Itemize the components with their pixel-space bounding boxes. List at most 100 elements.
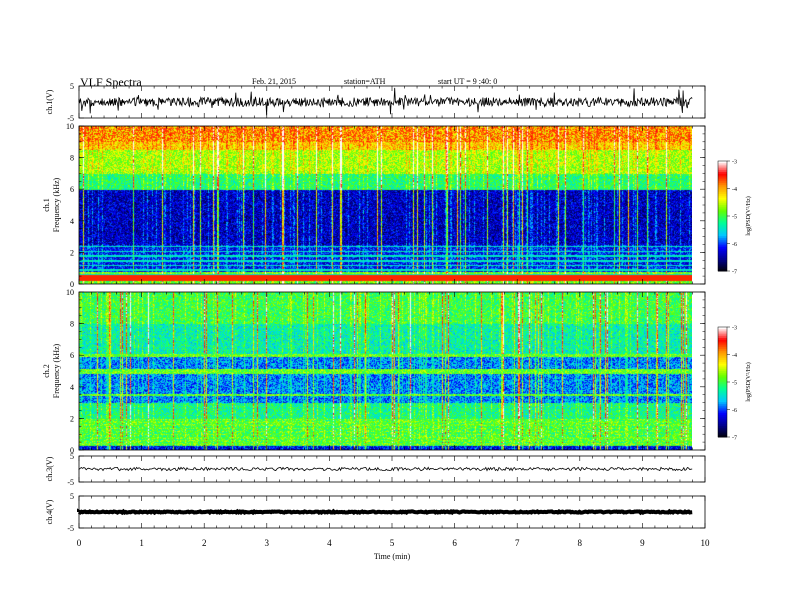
- colorbar-segment: [718, 247, 727, 250]
- colorbar-segment: [718, 338, 727, 341]
- colorbar-segment: [718, 394, 727, 398]
- colorbar-segment: [718, 221, 727, 224]
- colorbar-segment: [718, 223, 727, 226]
- colorbar-segment: [718, 372, 727, 376]
- ch1-spectrogram-image: [79, 126, 692, 284]
- colorbar-segment: [718, 249, 727, 252]
- colorbar-segment: [718, 429, 727, 432]
- colorbar-segment: [718, 416, 727, 420]
- colorbar-segment: [718, 203, 727, 206]
- y-tick-label: 8: [70, 320, 74, 329]
- y-axis-label: Frequency (kHz): [52, 177, 61, 232]
- colorbar-segment: [718, 173, 727, 177]
- ch3-waveform: [78, 466, 693, 472]
- colorbar-segment: [718, 241, 727, 244]
- x-tick-label: 0: [77, 538, 82, 548]
- colorbar-segment: [718, 197, 727, 200]
- station-label: station=ATH: [344, 77, 386, 86]
- colorbar-segment: [718, 385, 727, 388]
- colorbar-segment: [718, 245, 727, 248]
- colorbar-segment: [718, 328, 727, 332]
- colorbar-segment: [718, 243, 727, 246]
- colorbar-segment: [718, 162, 727, 166]
- y-tick-label: 10: [66, 288, 74, 297]
- colorbar-segment: [718, 214, 727, 217]
- x-tick-label: 2: [202, 538, 207, 548]
- colorbar-segment: [718, 345, 727, 348]
- y-tick-label: -5: [67, 114, 74, 123]
- colorbar-segment: [718, 232, 727, 235]
- colorbar-segment: [718, 161, 727, 164]
- colorbar-segment: [718, 212, 727, 215]
- colorbar-segment: [718, 230, 727, 233]
- colorbar-segment: [718, 186, 727, 189]
- colorbar-segment: [718, 407, 727, 410]
- y-tick-label: 8: [70, 154, 74, 163]
- colorbar-tick-label: -4: [732, 353, 737, 359]
- y-axis-label: ch.1: [42, 198, 51, 212]
- colorbar-segment: [718, 361, 727, 365]
- colorbar-segment: [718, 269, 727, 272]
- y-tick-label: 5: [70, 452, 74, 461]
- colorbar-segment: [718, 239, 727, 243]
- colorbar-segment: [718, 336, 727, 339]
- colorbar-segment: [718, 380, 727, 383]
- x-tick-label: 7: [515, 538, 520, 548]
- y-tick-label: 5: [70, 492, 74, 501]
- colorbar-segment: [718, 190, 727, 193]
- y-tick-label: 4: [70, 217, 74, 226]
- colorbar-segment: [718, 201, 727, 204]
- y-tick-label: 10: [66, 122, 74, 131]
- colorbar-segment: [718, 369, 727, 372]
- colorbar-segment: [718, 177, 727, 180]
- x-tick-label: 5: [390, 538, 395, 548]
- date-label: Feb. 21, 2015: [252, 77, 296, 86]
- colorbar-segment: [718, 402, 727, 405]
- colorbar-segment: [718, 263, 727, 266]
- colorbar-segment: [718, 356, 727, 359]
- colorbar-segment: [718, 206, 727, 210]
- spectrogram-layer: [77, 87, 727, 516]
- colorbar-segment: [718, 387, 727, 390]
- colorbar-segment: [718, 334, 727, 337]
- x-tick-label: 4: [327, 538, 332, 548]
- ch2-spectrogram-image: [79, 292, 692, 450]
- colorbar-segment: [718, 267, 727, 270]
- colorbar-tick-label: -5: [732, 215, 737, 221]
- colorbar-segment: [718, 354, 727, 357]
- colorbar-segment: [718, 327, 727, 330]
- colorbar-segment: [718, 404, 727, 407]
- x-tick-label: 10: [701, 538, 711, 548]
- colorbar-segment: [718, 378, 727, 381]
- y-axis-label: ch.2: [42, 364, 51, 378]
- colorbar-segment: [718, 424, 727, 427]
- colorbar-segment: [718, 376, 727, 379]
- colorbar-segment: [718, 347, 727, 350]
- x-tick-label: 9: [640, 538, 645, 548]
- colorbar-segment: [718, 398, 727, 401]
- colorbar-tick-label: -3: [732, 160, 737, 166]
- colorbar-segment: [718, 409, 727, 412]
- y-axis-label: ch.4(V): [45, 499, 54, 524]
- colorbar-label: log(PSD(V²/Hz): [745, 362, 752, 401]
- colorbar-segment: [718, 382, 727, 385]
- colorbar-segment: [718, 175, 727, 178]
- ch4-waveform: [77, 508, 693, 516]
- colorbar-segment: [718, 250, 727, 254]
- y-axis-label: ch.1(V): [45, 89, 54, 114]
- colorbar-segment: [718, 205, 727, 208]
- colorbar-segment: [718, 360, 727, 363]
- x-tick-label: 1: [139, 538, 144, 548]
- ch1-waveform: [78, 87, 693, 116]
- y-tick-label: 2: [70, 414, 74, 423]
- x-axis-label: Time (min): [374, 552, 411, 561]
- colorbar-segment: [718, 236, 727, 239]
- y-tick-label: 6: [70, 351, 74, 360]
- colorbar-segment: [718, 365, 727, 368]
- colorbar-segment: [718, 181, 727, 184]
- colorbar-segment: [718, 413, 727, 416]
- colorbar-segment: [718, 350, 727, 354]
- colorbar-segment: [718, 166, 727, 169]
- colorbar-segment: [718, 349, 727, 352]
